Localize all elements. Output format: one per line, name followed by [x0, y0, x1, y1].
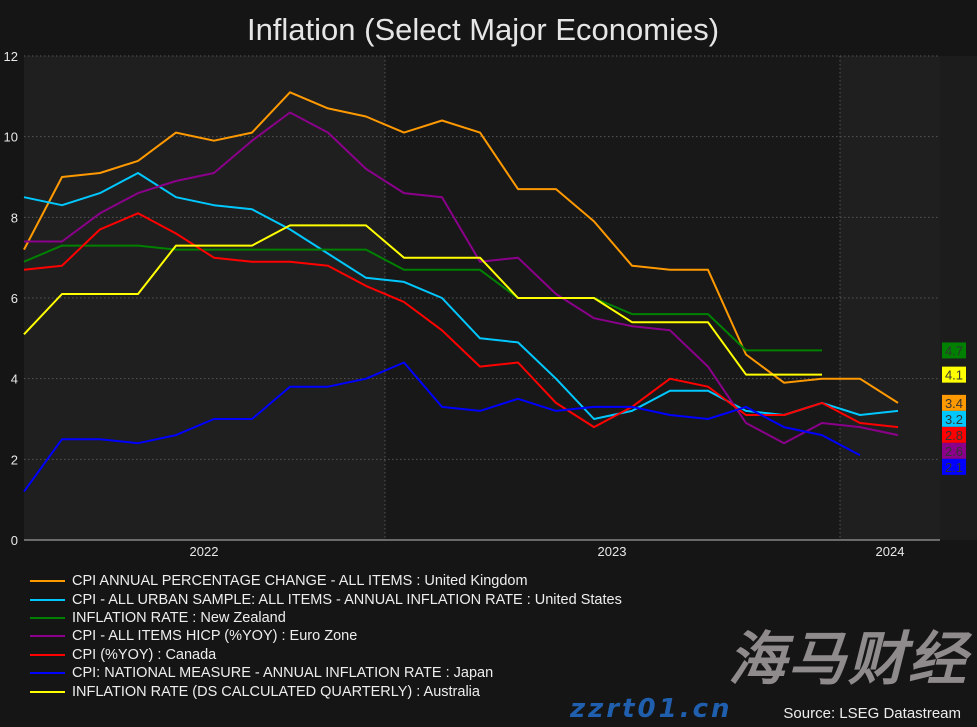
chart-title: Inflation (Select Major Economies) — [246, 12, 720, 47]
last-value-box — [942, 442, 966, 459]
legend: CPI ANNUAL PERCENTAGE CHANGE - ALL ITEMS… — [30, 572, 622, 701]
legend-swatch — [30, 635, 65, 638]
watermark-logo: 海马财经 — [728, 625, 969, 693]
last-value-label: 2.8 — [945, 428, 963, 443]
last-value-label: 4.1 — [945, 368, 963, 383]
series-line-3 — [24, 111, 899, 445]
last-value-box — [942, 342, 966, 359]
legend-swatch — [30, 616, 65, 619]
last-value-label: 2.1 — [945, 460, 963, 475]
legend-item: CPI ANNUAL PERCENTAGE CHANGE - ALL ITEMS… — [30, 572, 622, 590]
x-tick-label: 2024 — [876, 544, 905, 559]
legend-item: CPI: NATIONAL MEASURE - ANNUAL INFLATION… — [30, 664, 622, 682]
y-tick-label: 6 — [11, 291, 18, 306]
legend-label: CPI ANNUAL PERCENTAGE CHANGE - ALL ITEMS… — [72, 573, 528, 590]
legend-swatch — [30, 580, 65, 583]
legend-label: INFLATION RATE (DS CALCULATED QUARTERLY)… — [72, 683, 480, 700]
last-value-label: 3.2 — [945, 412, 963, 427]
legend-label: CPI - ALL URBAN SAMPLE: ALL ITEMS - ANNU… — [72, 591, 622, 608]
line-chart: 0 2 4 6 8 10 12 2022 2023 2024 4.7 4.1 3.43.22.82.62… — [3, 49, 966, 559]
y-tick-label: 12 — [4, 49, 18, 64]
x-tick-label: 2023 — [598, 544, 627, 559]
legend-item: CPI - ALL ITEMS HICP (%YOY) : Euro Zone — [30, 627, 622, 645]
series-line-6 — [23, 224, 822, 376]
legend-label: CPI - ALL ITEMS HICP (%YOY) : Euro Zone — [72, 628, 358, 645]
legend-swatch — [30, 672, 65, 675]
legend-swatch — [30, 690, 65, 693]
legend-item: INFLATION RATE : New Zealand — [30, 609, 622, 627]
last-value-label: 3.4 — [945, 396, 963, 411]
legend-label: CPI: NATIONAL MEASURE - ANNUAL INFLATION… — [72, 665, 494, 682]
last-value-label: 2.6 — [945, 444, 963, 459]
last-value-box — [942, 410, 966, 427]
series-line-1 — [23, 172, 899, 420]
source-note: Source: LSEG Datastream — [783, 705, 961, 722]
last-value-box — [942, 366, 966, 383]
last-value-box — [942, 426, 966, 443]
series-line-0 — [23, 91, 899, 404]
series-line-2 — [23, 244, 822, 352]
watermark-url: zzrt01.cn — [570, 694, 733, 724]
last-value-box — [942, 458, 966, 475]
y-tick-label: 0 — [11, 533, 18, 548]
y-tick-label: 2 — [11, 452, 18, 467]
legend-swatch — [30, 653, 65, 656]
legend-label: INFLATION RATE : New Zealand — [72, 609, 286, 626]
legend-item: CPI - ALL URBAN SAMPLE: ALL ITEMS - ANNU… — [30, 590, 622, 608]
y-tick-label: 4 — [11, 372, 18, 387]
y-tick-label: 10 — [4, 130, 18, 145]
x-tick-label: 2022 — [190, 544, 219, 559]
legend-item: INFLATION RATE (DS CALCULATED QUARTERLY)… — [30, 682, 622, 700]
last-value-label: 4.7 — [945, 343, 963, 358]
legend-item: CPI (%YOY) : Canada — [30, 646, 622, 664]
legend-label: CPI (%YOY) : Canada — [72, 646, 217, 663]
series-line-4 — [23, 212, 899, 429]
last-value-box — [942, 394, 966, 411]
legend-swatch — [30, 598, 65, 601]
y-tick-label: 8 — [11, 210, 18, 225]
